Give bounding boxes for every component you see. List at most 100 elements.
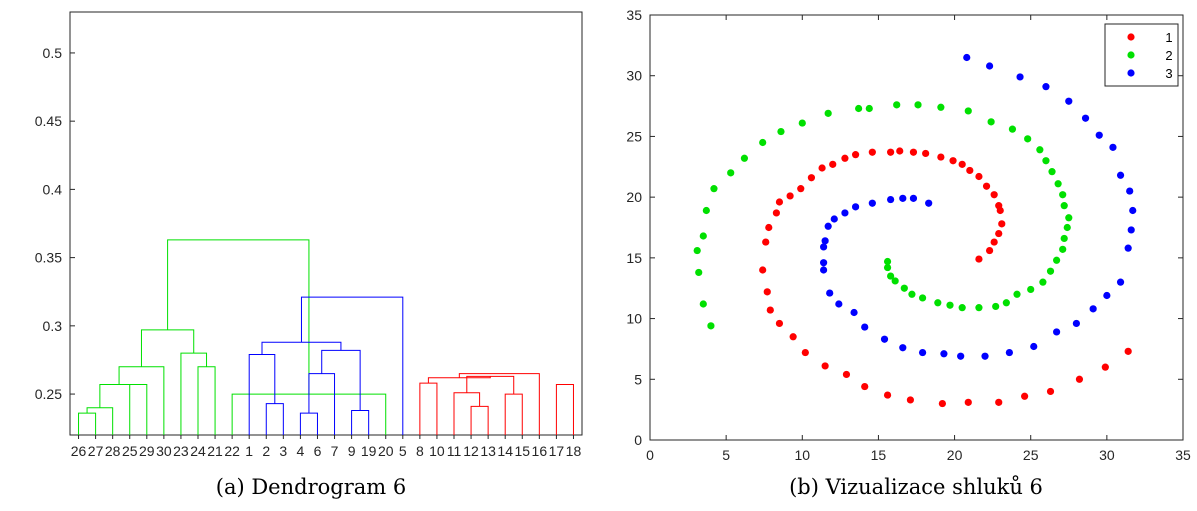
scatter-point-series-2 — [1008, 125, 1017, 133]
dendrogram-leaf-label: 4 — [297, 443, 305, 459]
scatter-point-series-3 — [851, 203, 860, 211]
dendrogram-link — [321, 349, 361, 411]
scatter-point-series-3 — [1042, 83, 1050, 91]
dendrogram-y-tick-label: 0.5 — [43, 45, 63, 61]
scatter-y-tick-label: 10 — [626, 311, 642, 327]
scatter-x-tick-label: 0 — [646, 447, 654, 463]
scatter-y-tick-label: 35 — [626, 7, 642, 23]
dendrogram-leaf-label: 9 — [348, 443, 356, 459]
scatter-point-series-2 — [958, 304, 966, 312]
scatter-point-series-2 — [918, 294, 927, 302]
scatter-point-series-1 — [797, 185, 805, 193]
scatter-point-series-2 — [1027, 285, 1035, 294]
legend-label-2: 2 — [1165, 48, 1172, 63]
scatter-point-series-1 — [1046, 387, 1055, 396]
scatter-axes-box — [649, 14, 1184, 441]
scatter-point-series-1 — [990, 191, 998, 199]
scatter-point-series-3 — [1030, 342, 1038, 351]
scatter-point-series-2 — [937, 103, 945, 111]
dendrogram-leaf-label: 23 — [173, 443, 189, 459]
scatter-y-tick-label: 25 — [626, 128, 642, 144]
scatter-point-series-3 — [1127, 226, 1135, 234]
scatter-point-series-3 — [820, 259, 828, 267]
scatter-point-series-3 — [1053, 328, 1061, 336]
scatter-point-series-1 — [909, 148, 918, 156]
scatter-point-series-3 — [1065, 97, 1073, 105]
dendrogram-leaf-label: 13 — [480, 443, 496, 459]
scatter-point-series-2 — [855, 104, 863, 113]
dendrogram-leaf-label: 8 — [416, 443, 424, 459]
scatter-point-series-1 — [1124, 347, 1132, 355]
scatter-y-tick-label: 30 — [626, 68, 642, 84]
legend-marker-3 — [1127, 69, 1135, 77]
scatter-point-series-2 — [908, 290, 916, 298]
scatter-y-tick-label: 20 — [626, 189, 642, 205]
scatter-point-series-2 — [975, 304, 983, 312]
dendrogram-link — [458, 373, 540, 435]
scatter-point-series-3 — [1095, 131, 1103, 139]
scatter-point-series-2 — [777, 127, 785, 136]
scatter-point-series-2 — [946, 301, 954, 309]
scatter-point-series-1 — [786, 192, 794, 200]
scatter-x-tick-label: 5 — [722, 447, 730, 463]
scatter-point-series-1 — [906, 396, 915, 404]
scatter-point-series-2 — [1048, 168, 1056, 176]
scatter-point-series-3 — [1081, 114, 1090, 122]
scatter-point-series-3 — [1103, 291, 1111, 300]
dendrogram-leaf-label: 29 — [139, 443, 155, 459]
scatter-point-series-2 — [1065, 214, 1073, 222]
dendrogram-leaf-label: 6 — [314, 443, 322, 459]
scatter-point-series-2 — [702, 206, 710, 215]
scatter-point-series-2 — [1059, 191, 1067, 199]
scatter-point-series-3 — [1109, 143, 1117, 151]
dendrogram-leaf-label: 24 — [190, 443, 206, 459]
scatter-point-series-2 — [934, 299, 942, 307]
dendrogram-leaf-label: 25 — [122, 443, 138, 459]
scatter-point-series-1 — [1021, 392, 1029, 400]
dendrogram-leaf-label: 15 — [514, 443, 530, 459]
scatter-point-series-3 — [963, 53, 971, 62]
dendrogram-link — [167, 239, 310, 395]
scatter-point-series-2 — [699, 300, 707, 308]
scatter-point-series-1 — [990, 238, 998, 246]
scatter-point-series-1 — [841, 154, 849, 162]
scatter-x-tick-label: 25 — [1023, 447, 1039, 463]
scatter-point-series-2 — [914, 101, 922, 109]
dendrogram-link — [504, 393, 523, 435]
scatter-point-series-1 — [801, 348, 809, 357]
scatter-point-series-2 — [1059, 245, 1067, 253]
scatter-point-series-1 — [765, 223, 773, 232]
scatter-point-series-1 — [1075, 375, 1084, 383]
scatter-point-series-2 — [707, 322, 715, 330]
legend-label-1: 1 — [1165, 30, 1172, 45]
scatter-point-series-3 — [880, 335, 889, 343]
scatter-point-series-3 — [899, 194, 907, 202]
scatter-x-tick-label: 10 — [794, 447, 810, 463]
dendrogram-leaf-label: 2 — [262, 443, 270, 459]
caption-a: (a) Dendrogram 6 — [216, 475, 406, 499]
scatter-point-series-1 — [775, 198, 784, 206]
scatter-point-series-3 — [985, 62, 994, 70]
scatter-point-series-3 — [1116, 171, 1125, 179]
scatter-point-series-3 — [820, 243, 828, 251]
scatter-point-series-3 — [1016, 73, 1024, 81]
scatter-point-series-2 — [824, 109, 832, 117]
scatter-point-series-1 — [868, 148, 876, 156]
dendrogram-link — [453, 392, 481, 435]
dendrogram-leaf-label: 10 — [429, 443, 445, 459]
scatter-point-series-1 — [998, 220, 1006, 228]
scatter-point-series-2 — [891, 277, 899, 285]
scatter-point-series-2 — [699, 232, 707, 240]
scatter-point-series-1 — [937, 153, 945, 161]
scatter-y-tick-label: 0 — [634, 432, 642, 448]
dendrogram-link — [118, 366, 165, 435]
dendrogram-link — [99, 384, 139, 408]
scatter-point-series-1 — [975, 255, 983, 263]
scatter-point-series-3 — [1005, 348, 1013, 357]
scatter-point-series-1 — [1101, 363, 1109, 371]
dendrogram-leaf-label: 28 — [105, 443, 121, 459]
scatter-point-series-1 — [775, 319, 784, 328]
scatter-point-series-3 — [850, 308, 858, 317]
dendrogram-leaf-label: 30 — [156, 443, 172, 459]
caption-b: (b) Vizualizace shluků 6 — [789, 475, 1043, 499]
